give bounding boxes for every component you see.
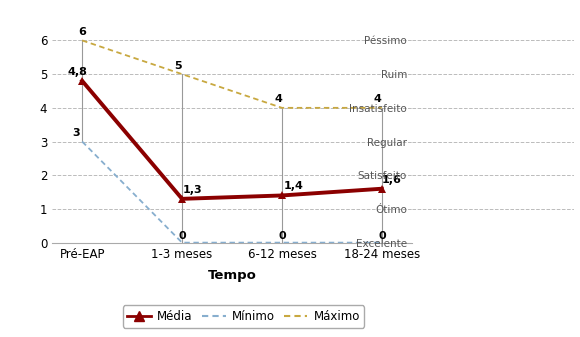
Legend: Média, Mínimo, Máximo: Média, Mínimo, Máximo (123, 305, 364, 328)
Text: 6: 6 (78, 27, 86, 37)
Text: 3: 3 (72, 128, 80, 138)
Text: 0: 0 (378, 231, 386, 241)
Text: 4: 4 (374, 94, 382, 104)
Text: 0: 0 (278, 231, 286, 241)
Text: 1,4: 1,4 (284, 181, 304, 191)
Text: 4: 4 (274, 94, 282, 104)
Text: 5: 5 (174, 61, 182, 71)
Text: 1,3: 1,3 (182, 185, 202, 195)
X-axis label: Tempo: Tempo (208, 269, 256, 282)
Text: 4,8: 4,8 (67, 67, 87, 77)
Text: 0: 0 (178, 231, 186, 241)
Text: 1,6: 1,6 (382, 175, 402, 185)
